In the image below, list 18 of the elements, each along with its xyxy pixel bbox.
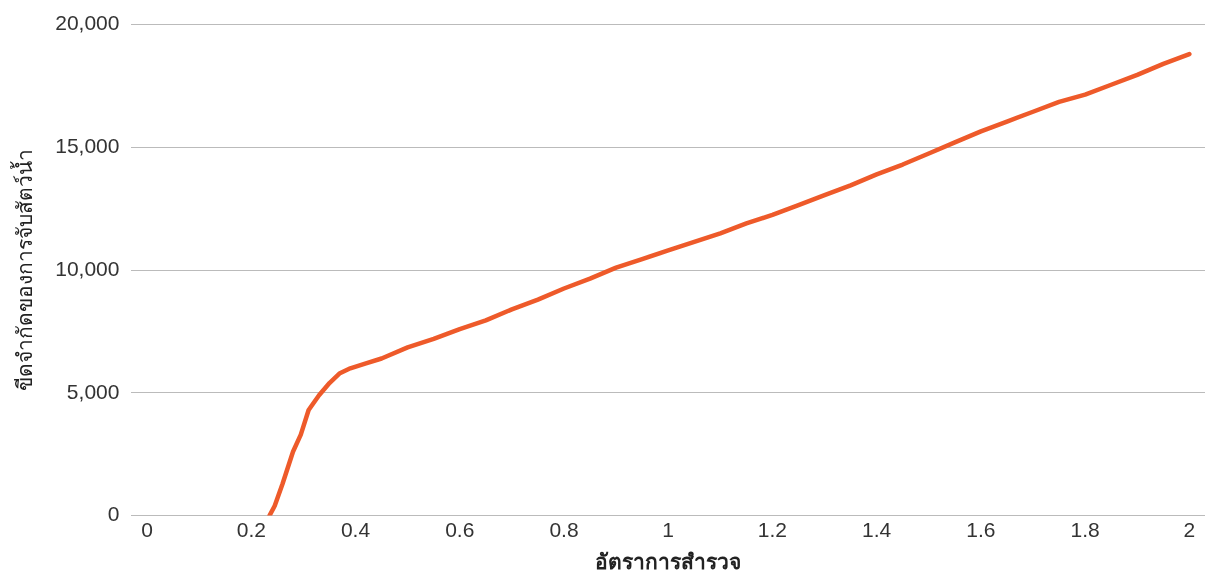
y-tick-label: 5,000	[66, 379, 120, 403]
x-tick-label: 1.2	[757, 518, 788, 541]
x-tick-label: 0.4	[340, 518, 371, 541]
x-tick-label: 1.4	[862, 518, 892, 541]
x-tick-label: 0.2	[236, 518, 266, 541]
x-tick-label: 0	[141, 518, 153, 541]
x-tick-label: 1.6	[966, 518, 996, 541]
x-tick-label: 1	[662, 518, 675, 541]
x-tick-label: 1.8	[1070, 518, 1100, 541]
y-tick-label: 15,000	[55, 134, 120, 158]
y-tick-label: 0	[107, 502, 120, 526]
x-axis-title: อัตราการสำรวจ	[595, 550, 742, 574]
y-tick-label: 20,000	[55, 11, 120, 35]
x-tick-label: 0.6	[445, 518, 475, 541]
x-tick-label: 2	[1183, 518, 1196, 541]
x-tick-label: 0.8	[549, 518, 579, 541]
y-tick-label: 10,000	[55, 256, 120, 280]
y-axis-title: ขีดจำกัดของการจับสัตว์น้ำ	[10, 149, 37, 392]
